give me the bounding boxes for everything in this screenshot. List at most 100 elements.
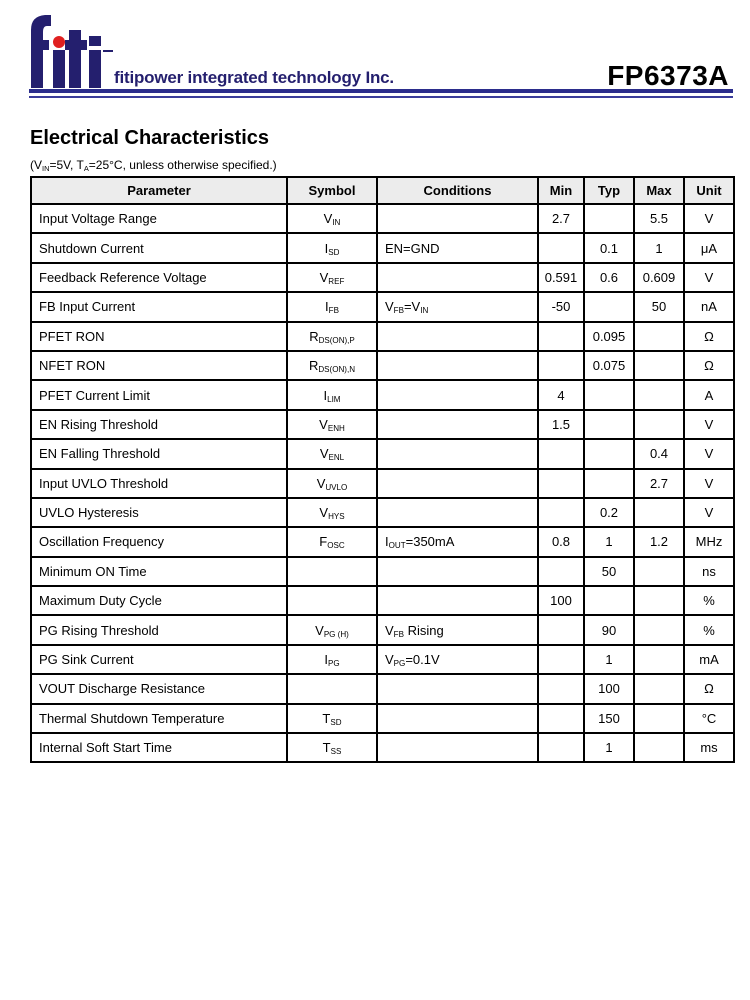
- table-row: FB Input Current IFB VFB=VIN -50 50 nA: [30, 291, 735, 323]
- typ-cell: 50: [583, 555, 635, 588]
- table-row: UVLO Hysteresis VHYS 0.2 V: [30, 496, 735, 529]
- text-segment: (V: [30, 158, 42, 172]
- typ-cell: 1: [583, 732, 635, 764]
- unit-cell: V: [683, 261, 735, 294]
- company-name: fitipower integrated technology Inc.: [114, 68, 394, 87]
- symbol-cell: FOSC: [286, 526, 378, 558]
- symbol-cell: ISD: [286, 232, 378, 264]
- min-cell: [537, 232, 585, 264]
- conditions-cell: [376, 702, 539, 735]
- subscript: HYS: [328, 512, 345, 522]
- conditions-cell: VFB=VIN: [376, 291, 539, 323]
- subscript: DS(ON),N: [318, 365, 356, 375]
- min-cell: 4: [537, 379, 585, 411]
- text-segment: =350mA: [405, 534, 455, 550]
- subscript: OSC: [327, 541, 345, 551]
- unit-cell: Ω: [683, 320, 735, 352]
- parameter-cell: VOUT Discharge Resistance: [30, 673, 288, 705]
- min-cell: [537, 673, 585, 705]
- max-cell: [633, 614, 685, 646]
- max-cell: 1.2: [633, 526, 685, 558]
- header-divider: [29, 89, 733, 93]
- typ-cell: 0.095: [583, 320, 635, 352]
- max-cell: 1: [633, 232, 685, 264]
- subscript: FB: [393, 629, 404, 639]
- table-row: PG Rising Threshold VPG (H) VFB Rising 90%: [30, 614, 735, 646]
- parameter-cell: UVLO Hysteresis: [30, 496, 288, 529]
- max-cell: [633, 643, 685, 676]
- subscript: PG: [393, 659, 406, 669]
- parameter-cell: Thermal Shutdown Temperature: [30, 702, 288, 735]
- subscript: PG (H): [323, 629, 349, 639]
- text-segment: =25°C, unless otherwise specified.): [88, 158, 277, 172]
- max-cell: [633, 673, 685, 705]
- conditions-cell: [376, 555, 539, 588]
- subscript: ENH: [327, 423, 345, 433]
- unit-cell: %: [683, 585, 735, 617]
- max-cell: [633, 585, 685, 617]
- text-segment: I: [325, 299, 329, 315]
- parameter-cell: Shutdown Current: [30, 232, 288, 264]
- symbol-cell: ILIM: [286, 379, 378, 411]
- text-segment: T: [322, 710, 331, 726]
- table-row: Oscillation Frequency FOSC IOUT=350mA 0.8 1 1…: [30, 526, 735, 558]
- subscript: FB: [328, 306, 339, 316]
- typ-cell: 90: [583, 614, 635, 646]
- unit-cell: V: [683, 496, 735, 529]
- min-cell: [537, 438, 585, 470]
- unit-cell: %: [683, 614, 735, 646]
- typ-cell: 0.075: [583, 349, 635, 382]
- typ-cell: [583, 291, 635, 323]
- symbol-cell: RDS(ON),P: [286, 320, 378, 352]
- part-number: FP6373A: [607, 60, 729, 91]
- parameter-cell: PFET RON: [30, 320, 288, 352]
- typ-cell: 0.2: [583, 496, 635, 529]
- max-cell: 5.5: [633, 202, 685, 235]
- unit-cell: Ω: [683, 349, 735, 382]
- symbol-cell: [286, 673, 378, 705]
- column-header-min: Min: [537, 176, 585, 205]
- conditions-cell: IOUT=350mA: [376, 526, 539, 558]
- unit-cell: mA: [683, 643, 735, 676]
- max-cell: [633, 379, 685, 411]
- parameter-cell: PG Rising Threshold: [30, 614, 288, 646]
- text-segment: F: [319, 534, 328, 550]
- table-row: EN Falling Threshold VENL 0.4 V: [30, 438, 735, 470]
- subscript: PG: [327, 659, 340, 669]
- symbol-cell: VPG (H): [286, 614, 378, 646]
- column-header-max: Max: [633, 176, 685, 205]
- table-row: PFET RON RDS(ON),P 0.095 Ω: [30, 320, 735, 352]
- typ-cell: [583, 408, 635, 441]
- text-segment: =5V, T: [49, 158, 84, 172]
- min-cell: 2.7: [537, 202, 585, 235]
- conditions-cell: [376, 202, 539, 235]
- typ-cell: 0.1: [583, 232, 635, 264]
- text-segment: V: [319, 505, 329, 521]
- section-title: Electrical Characteristics: [30, 127, 270, 149]
- conditions-cell: [376, 732, 539, 764]
- text-segment: I: [324, 240, 329, 256]
- symbol-cell: VUVLO: [286, 467, 378, 499]
- parameter-cell: Feedback Reference Voltage: [30, 261, 288, 294]
- subscript: DS(ON),P: [318, 335, 355, 345]
- text-segment: Rising: [403, 622, 444, 638]
- typ-cell: 100: [583, 673, 635, 705]
- table-row: Internal Soft Start Time TSS 1 ms: [30, 732, 735, 764]
- text-segment: V: [319, 446, 329, 462]
- min-cell: 0.591: [537, 261, 585, 294]
- text-segment: V: [319, 269, 329, 285]
- subscript: SS: [330, 747, 342, 757]
- text-segment: V: [385, 622, 394, 638]
- subscript: ENL: [328, 453, 345, 463]
- max-cell: 2.7: [633, 467, 685, 499]
- column-header-typ: Typ: [583, 176, 635, 205]
- conditions-cell: VFB Rising: [376, 614, 539, 646]
- conditions-cell: [376, 408, 539, 441]
- subscript: A: [83, 163, 89, 173]
- symbol-cell: VREF: [286, 261, 378, 294]
- conditions-cell: [376, 467, 539, 499]
- text-segment: V: [385, 652, 394, 668]
- max-cell: [633, 555, 685, 588]
- table-row: PFET Current Limit ILIM 4 A: [30, 379, 735, 411]
- table-header-row: Parameter Symbol Conditions Min Typ Max Unit: [30, 176, 735, 205]
